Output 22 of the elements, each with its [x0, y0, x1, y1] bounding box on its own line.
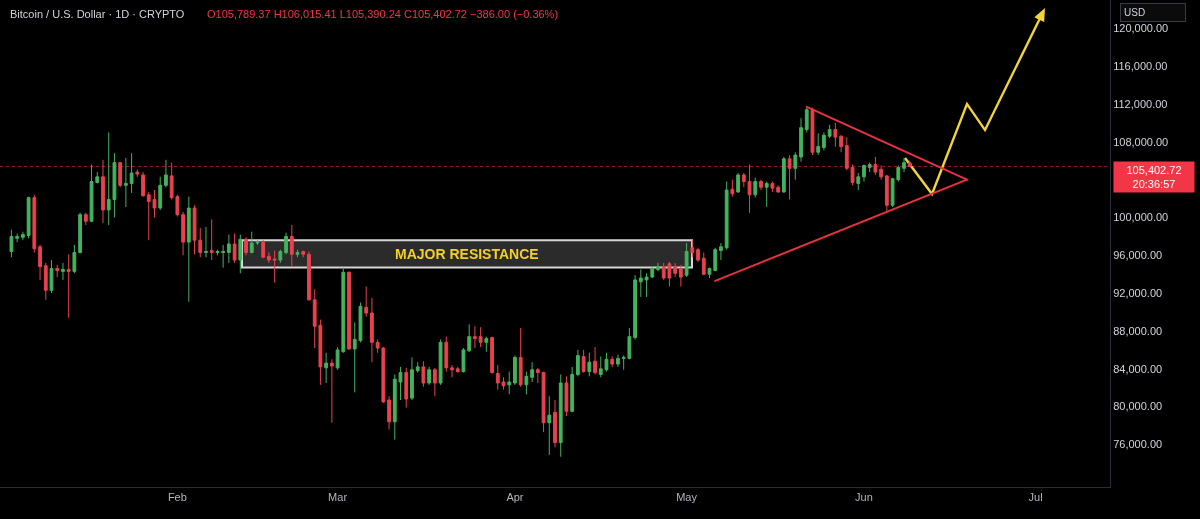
y-tick-label: 108,000.00 [1113, 135, 1169, 148]
y-tick-label: 80,000.00 [1113, 400, 1163, 413]
y-tick-label: 100,000.00 [1113, 211, 1169, 224]
y-tick-label: 120,000.00 [1113, 22, 1169, 35]
x-tick-label: Mar [328, 491, 348, 504]
y-tick-label: 88,000.00 [1113, 324, 1163, 337]
x-tick-label: May [676, 491, 698, 504]
y-tick-label: 76,000.00 [1113, 438, 1163, 451]
ref-line-label: 105,402.72 20:36:57 [1126, 164, 1182, 191]
y-tick-label: 92,000.00 [1113, 287, 1163, 299]
y-tick-label: 112,000.00 [1113, 97, 1168, 110]
x-tick-label: Apr [506, 491, 524, 504]
band-label: MAJOR RESISTANCE [395, 246, 539, 262]
x-tick-label: Jun [855, 491, 873, 504]
x-tick-label: Feb [167, 491, 187, 504]
y-tick-label: 96,000.00 [1113, 249, 1163, 262]
x-tick-label: Jul [1028, 491, 1043, 504]
y-tick-label: 116,000.00 [1113, 60, 1168, 73]
text: USD [1124, 7, 1146, 18]
text: O105,789.37 H106,015.41 L105,390.24 C105,402.72 −386.00 (−0.36%) [207, 8, 559, 20]
y-tick-label: 84,000.00 [1113, 362, 1163, 375]
text: Bitcoin / U.S. Dollar · 1D · CRYPTO [10, 7, 185, 20]
